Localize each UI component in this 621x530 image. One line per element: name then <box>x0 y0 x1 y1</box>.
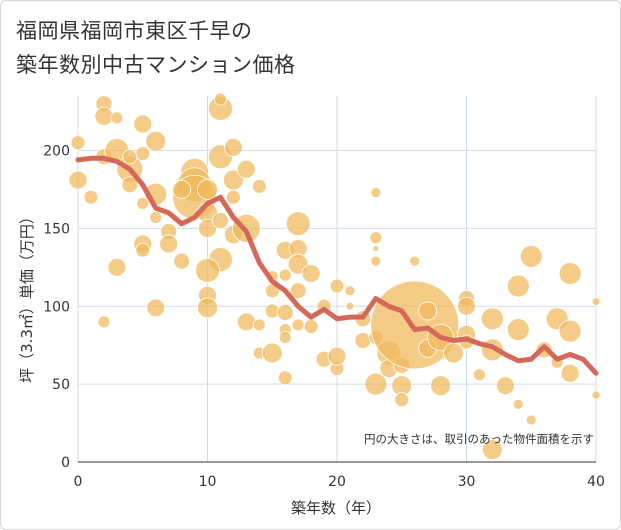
axes: 0 10 20 30 40 0 50 100 150 200 <box>43 144 605 490</box>
data-point <box>525 414 537 426</box>
data-point <box>107 257 127 277</box>
data-point <box>149 211 163 224</box>
data-point <box>329 278 345 294</box>
data-point <box>159 234 179 254</box>
data-point <box>372 245 380 253</box>
data-point <box>236 159 256 179</box>
data-point <box>68 170 88 190</box>
data-point <box>214 92 227 106</box>
data-point <box>409 255 421 267</box>
y-tick-label: 200 <box>43 144 70 160</box>
data-point <box>560 363 580 383</box>
x-tick-label: 0 <box>74 474 83 490</box>
x-tick-label: 40 <box>587 474 605 490</box>
data-point <box>70 135 86 151</box>
data-point <box>480 307 504 331</box>
data-point <box>195 258 220 283</box>
data-point <box>223 137 243 157</box>
data-point <box>418 301 438 321</box>
y-tick-label: 0 <box>61 455 70 471</box>
data-point <box>558 262 582 285</box>
data-point <box>519 245 543 268</box>
data-point <box>121 176 139 194</box>
y-axis-title: 坪（3.3㎡）単価（万円） <box>18 209 36 383</box>
data-point <box>512 398 524 410</box>
data-point <box>198 218 217 238</box>
data-point <box>122 149 138 165</box>
data-point <box>173 252 191 270</box>
data-point <box>394 392 410 408</box>
data-point <box>197 297 218 319</box>
data-point <box>251 178 267 194</box>
data-point <box>354 332 372 349</box>
data-point <box>481 439 503 460</box>
data-point <box>261 342 283 364</box>
data-point <box>97 315 111 329</box>
title-line-1: 福岡県福岡市東区千早の <box>16 19 253 43</box>
data-point <box>591 297 601 306</box>
y-tick-label: 100 <box>43 299 70 315</box>
x-tick-label: 10 <box>199 474 217 490</box>
x-tick-label: 20 <box>328 474 346 490</box>
data-point <box>345 301 355 311</box>
data-point <box>473 368 486 382</box>
data-point <box>369 231 383 245</box>
data-point <box>364 372 388 396</box>
data-point <box>146 298 166 318</box>
y-tick-label: 150 <box>43 221 70 237</box>
data-point <box>303 319 319 334</box>
bubble-size-note: 円の大きさは、取引のあった物件面積を示す <box>364 432 594 446</box>
data-point <box>277 370 293 386</box>
data-point <box>133 114 153 134</box>
data-point <box>172 180 192 199</box>
title-line-2: 築年数別中古マンション価格 <box>16 53 296 77</box>
data-point <box>135 242 151 258</box>
chart-title: 福岡県福岡市東区千早の 築年数別中古マンション価格 <box>16 14 296 82</box>
data-point <box>135 146 151 162</box>
data-point <box>291 318 305 332</box>
data-point <box>506 318 530 342</box>
data-point <box>591 390 601 400</box>
data-point <box>430 375 452 397</box>
data-point <box>236 312 256 332</box>
data-point <box>136 197 150 210</box>
data-point <box>301 264 321 283</box>
data-point <box>212 212 229 229</box>
data-point <box>197 179 218 200</box>
data-point <box>83 189 99 205</box>
data-point <box>145 130 167 152</box>
x-tick-label: 30 <box>458 474 476 490</box>
data-point <box>506 274 530 298</box>
data-point <box>289 282 307 300</box>
y-tick-label: 50 <box>52 377 70 393</box>
data-point <box>278 331 292 344</box>
data-point <box>370 255 382 267</box>
data-point <box>285 211 311 237</box>
data-point <box>110 111 124 125</box>
data-point <box>370 187 382 198</box>
data-point <box>278 268 292 282</box>
data-point <box>457 296 476 316</box>
data-point <box>558 319 582 343</box>
data-point <box>276 304 294 321</box>
data-point <box>327 346 347 366</box>
data-points <box>68 92 601 460</box>
data-point <box>495 376 515 396</box>
data-point <box>252 318 266 332</box>
data-point <box>225 189 241 205</box>
data-point <box>94 106 114 126</box>
trend-line <box>75 155 599 376</box>
x-axis-title: 築年数（年） <box>291 499 381 517</box>
data-point <box>344 285 356 297</box>
